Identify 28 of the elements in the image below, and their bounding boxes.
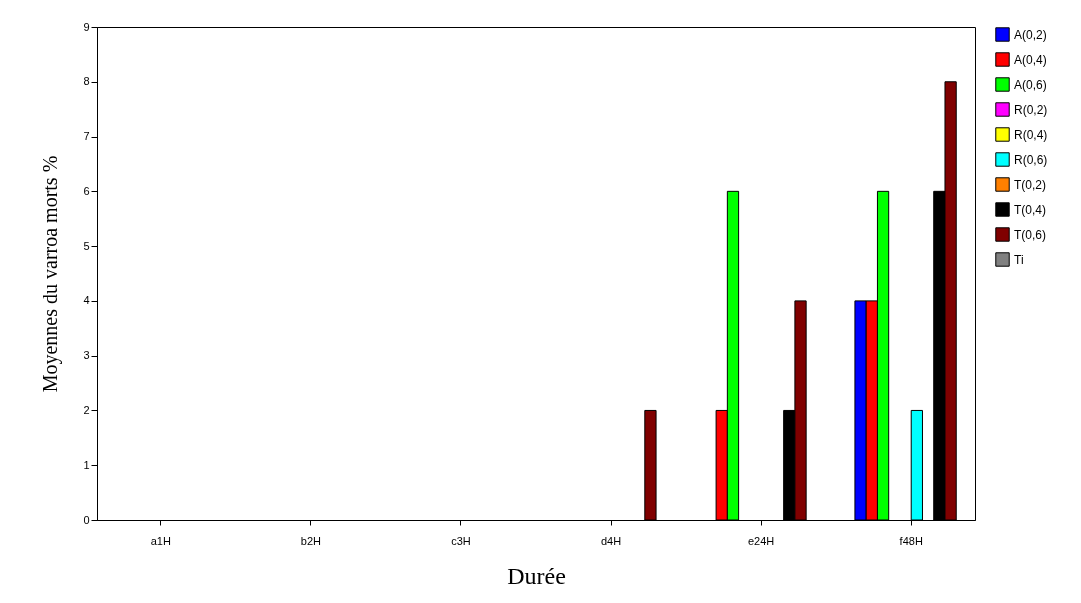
x-tick-label: d4H <box>600 534 622 547</box>
legend-label: T(0,2) <box>1014 177 1047 192</box>
legend-label: A(0,4) <box>1014 52 1047 67</box>
legend-label: A(0,6) <box>1014 77 1047 92</box>
legend-label: T(0,6) <box>1014 227 1047 242</box>
legend-label: R(0,6) <box>1014 152 1048 167</box>
x-tick-label: f48H <box>899 534 923 547</box>
legend-label: R(0,2) <box>1014 102 1048 117</box>
y-tick-label: 6 <box>83 184 90 197</box>
legend-label: A(0,2) <box>1014 27 1047 42</box>
y-tick-label: 1 <box>83 458 90 471</box>
legend-label: Ti <box>1014 252 1024 267</box>
x-tick-label: b2H <box>300 534 322 547</box>
y-tick-label: 4 <box>83 294 90 307</box>
y-tick-label: 8 <box>83 75 90 88</box>
y-axis-title: Moyennes du varroa morts % <box>39 155 63 393</box>
y-tick-label: 0 <box>83 513 90 526</box>
x-tick-label: e24H <box>747 534 775 547</box>
x-axis-title: Durée <box>507 562 566 589</box>
x-tick-label: a1H <box>150 534 171 547</box>
y-tick-label: 9 <box>83 20 90 33</box>
y-tick-label: 3 <box>83 349 90 362</box>
legend-label: T(0,4) <box>1014 202 1047 217</box>
y-tick-label: 5 <box>83 239 90 252</box>
y-tick-label: 7 <box>83 130 90 143</box>
y-tick-label: 2 <box>83 403 90 416</box>
x-tick-label: c3H <box>451 534 471 547</box>
legend-label: R(0,4) <box>1014 127 1048 142</box>
